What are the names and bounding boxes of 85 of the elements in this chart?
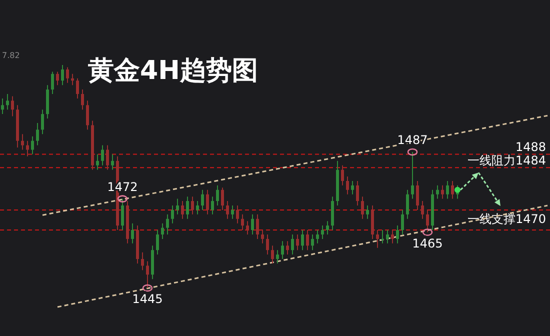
candlestick <box>31 136 34 155</box>
chart-title: 黄金4H趋势图 <box>87 56 258 86</box>
candlestick <box>176 198 179 215</box>
candlestick <box>396 225 399 244</box>
annotation: 1487 <box>397 132 428 147</box>
candlestick <box>131 222 134 244</box>
candlestick <box>271 245 274 264</box>
candlestick <box>76 78 79 99</box>
annotation: 一线阻力1484 <box>467 154 546 168</box>
candlestick <box>101 144 104 166</box>
candlestick <box>316 230 319 244</box>
candlestick <box>56 71 59 86</box>
candlestick <box>451 180 454 200</box>
candlestick <box>1 98 4 115</box>
candlestick <box>421 200 424 220</box>
candlestick <box>401 209 404 235</box>
candlestick <box>166 214 169 235</box>
candlestick <box>391 230 394 244</box>
candlestick <box>376 230 379 248</box>
candlestick <box>291 234 294 256</box>
text: 7.82 <box>2 51 20 60</box>
candlestick <box>146 260 149 288</box>
candlestick <box>346 176 349 195</box>
candlestick <box>356 180 359 206</box>
candlestick <box>156 230 159 256</box>
candlestick <box>281 240 284 260</box>
candlestick <box>296 234 299 251</box>
candlestick <box>51 71 54 94</box>
candlestick <box>201 189 204 210</box>
candlestick <box>366 204 369 220</box>
candlestick <box>341 164 344 186</box>
annotation: 1465 <box>412 236 443 250</box>
candlestick <box>161 222 164 240</box>
candlestick <box>446 180 449 200</box>
candlestick <box>121 198 124 231</box>
candlestick <box>21 134 24 150</box>
candlestick <box>246 220 249 235</box>
candlestick <box>221 187 224 210</box>
candlestick <box>111 154 114 170</box>
candlestick <box>436 184 439 200</box>
candlestick <box>261 230 264 244</box>
candlestick <box>81 89 84 110</box>
candlestick <box>326 220 329 235</box>
candlestick <box>386 230 389 244</box>
candlestick <box>226 200 229 220</box>
candlestick <box>406 189 409 220</box>
candlestick <box>426 209 429 233</box>
candlestick <box>211 196 214 215</box>
candlestick <box>306 230 309 251</box>
candlestick <box>311 234 314 251</box>
annotation: 1445 <box>132 292 163 306</box>
candlestick <box>36 122 39 146</box>
candlestick <box>206 189 209 215</box>
annotation: 1488 <box>515 140 546 154</box>
candlestick <box>276 250 279 264</box>
candlestick <box>196 200 199 215</box>
candlestick <box>61 64 64 86</box>
candlestick <box>416 180 419 210</box>
candlestick <box>361 196 364 220</box>
candlestick <box>11 96 14 117</box>
candlestick <box>236 204 239 224</box>
candlestick <box>321 225 324 240</box>
candlestick <box>411 151 414 200</box>
candlestick <box>216 184 219 206</box>
candlestick <box>241 214 244 231</box>
candlestick <box>351 180 354 195</box>
candlestick <box>96 154 99 170</box>
candlestick <box>266 234 269 256</box>
candlestick <box>66 66 69 84</box>
candlestick <box>231 204 234 220</box>
candlestick <box>441 184 444 200</box>
candlestick <box>186 196 189 220</box>
candlestick <box>141 252 144 271</box>
candlestick <box>6 93 9 110</box>
candlestick <box>41 109 44 135</box>
candlestick <box>381 230 384 244</box>
candlestick <box>301 230 304 251</box>
candlestick <box>106 144 109 170</box>
candlestick <box>181 200 184 220</box>
candlestick <box>256 214 259 240</box>
candlestick <box>251 214 254 235</box>
candlestick <box>86 100 89 130</box>
candlestick <box>191 196 194 215</box>
candlestick <box>286 240 289 256</box>
candlestick <box>171 204 174 224</box>
